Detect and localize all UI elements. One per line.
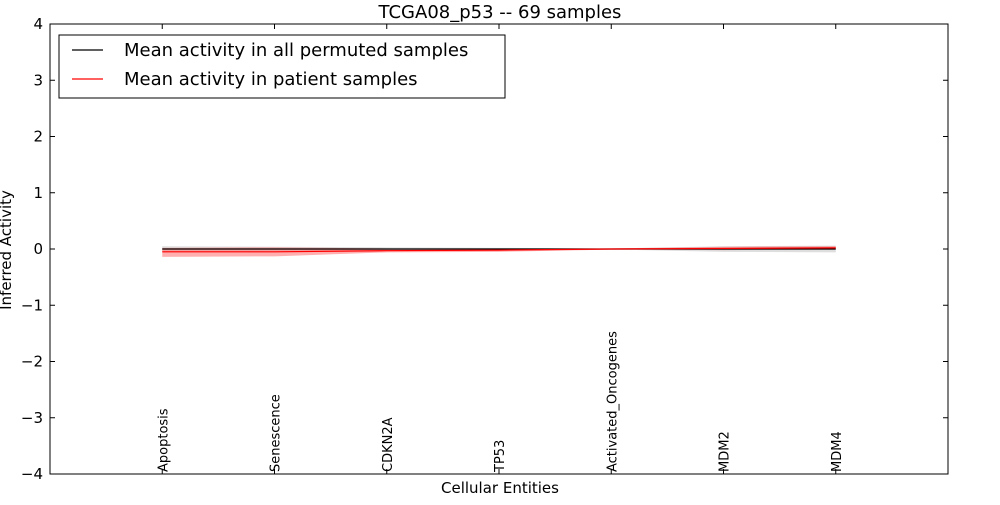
- x-tick-label: MDM4: [830, 431, 845, 472]
- x-tick-label: Apoptosis: [156, 408, 171, 472]
- y-tick-label: 4: [33, 15, 43, 33]
- series-2-line: [162, 247, 836, 253]
- legend-label-2: Mean activity in patient samples: [124, 69, 418, 90]
- y-tick-label: −3: [21, 409, 43, 427]
- legend-label-1: Mean activity in all permuted samples: [124, 40, 468, 61]
- x-tick-label: CDKN2A: [381, 417, 396, 472]
- y-tick-label: −4: [21, 465, 43, 483]
- legend-box: [58, 34, 506, 99]
- y-tick-label: −2: [21, 353, 43, 371]
- x-tick-label: MDM2: [718, 431, 733, 472]
- x-axis-label: Cellular Entities: [441, 479, 559, 497]
- x-tick-label: TP53: [493, 440, 508, 473]
- plot-area: −4 −3 −2 −1 0 1 2 3 4 Apoptosis Senescence CDKN2A TP…: [21, 15, 949, 483]
- x-tick-label: Senescence: [269, 394, 284, 472]
- chart-title: TCGA08_p53 -- 69 samples: [378, 2, 622, 23]
- y-tick-label: 3: [33, 71, 43, 89]
- y-axis-label: Inferred Activity: [0, 190, 15, 310]
- y-tick-label: 2: [33, 128, 43, 146]
- y-tick-label: 1: [33, 184, 43, 202]
- x-tick-label: Activated_Oncogenes: [605, 331, 620, 472]
- y-tick-label: 0: [33, 240, 43, 258]
- y-tick-label: −1: [21, 296, 43, 314]
